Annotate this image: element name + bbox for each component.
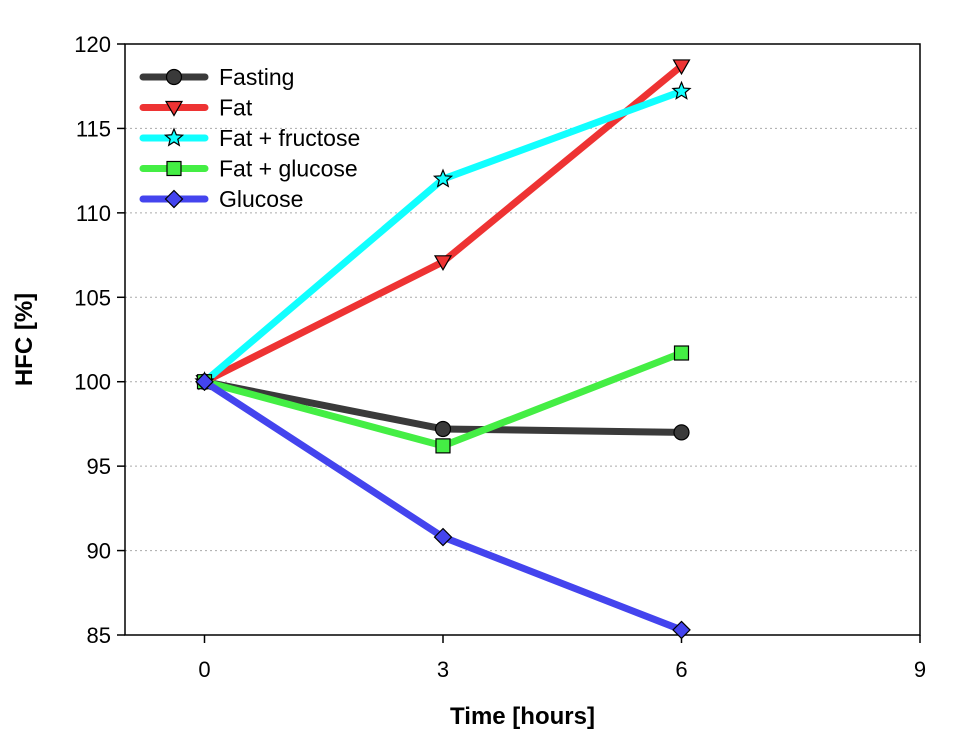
x-tick-label: 0 <box>198 657 210 682</box>
y-tick-label: 115 <box>76 116 111 141</box>
legend-item: Fat + glucose <box>139 156 358 182</box>
y-tick-label: 95 <box>87 454 111 479</box>
x-tick-label: 6 <box>675 657 687 682</box>
legend-label: Fat + fructose <box>219 125 360 151</box>
circle-marker <box>165 68 183 86</box>
legend-label: Fat <box>219 95 253 121</box>
triangle-marker <box>433 255 453 272</box>
y-tick-label: 100 <box>74 370 111 395</box>
y-tick-label: 105 <box>74 285 111 310</box>
y-tick-label: 110 <box>76 201 111 226</box>
y-tick-label: 90 <box>87 539 111 564</box>
x-axis-title: Time [hours] <box>450 703 595 730</box>
star-marker <box>432 168 454 188</box>
legend-item: Glucose <box>139 186 303 212</box>
triangle-marker <box>164 100 184 117</box>
axis-ticks: 85 90 95 100 105 110 115 120 0 3 6 9 <box>74 32 926 682</box>
y-axis-title: HFC [%] <box>11 293 38 386</box>
legend-label: Glucose <box>219 186 303 212</box>
y-tick-label: 85 <box>87 623 111 648</box>
diamond-marker <box>164 189 184 209</box>
legend-label: Fat + glucose <box>219 156 358 182</box>
triangle-marker <box>672 59 691 76</box>
star-marker <box>671 80 692 100</box>
diamond-marker <box>672 620 691 640</box>
legend-item: Fasting <box>139 64 294 90</box>
circle-marker <box>434 420 452 438</box>
series-fat <box>195 59 691 391</box>
series-glucose <box>195 372 691 640</box>
series-lines <box>194 59 692 640</box>
square-marker <box>166 160 182 177</box>
legend: Fasting Fat Fat + fructose Fat + glucose Glu… <box>139 64 360 212</box>
circle-marker <box>673 424 690 441</box>
legend-item: Fat <box>139 95 253 121</box>
x-tick-label: 9 <box>914 657 926 682</box>
plot-area <box>124 43 921 636</box>
series-fasting <box>196 373 690 441</box>
square-marker <box>673 345 690 361</box>
series-line-fat <box>201 62 685 386</box>
diamond-marker <box>195 372 214 392</box>
square-marker <box>435 438 451 454</box>
star-marker <box>163 127 185 147</box>
diamond-marker <box>433 527 453 547</box>
legend-item: Fat + fructose <box>139 125 360 151</box>
x-tick-label: 3 <box>437 657 449 682</box>
series-line-glucose <box>201 378 685 634</box>
legend-label: Fasting <box>219 64 294 90</box>
y-tick-label: 120 <box>74 32 111 57</box>
